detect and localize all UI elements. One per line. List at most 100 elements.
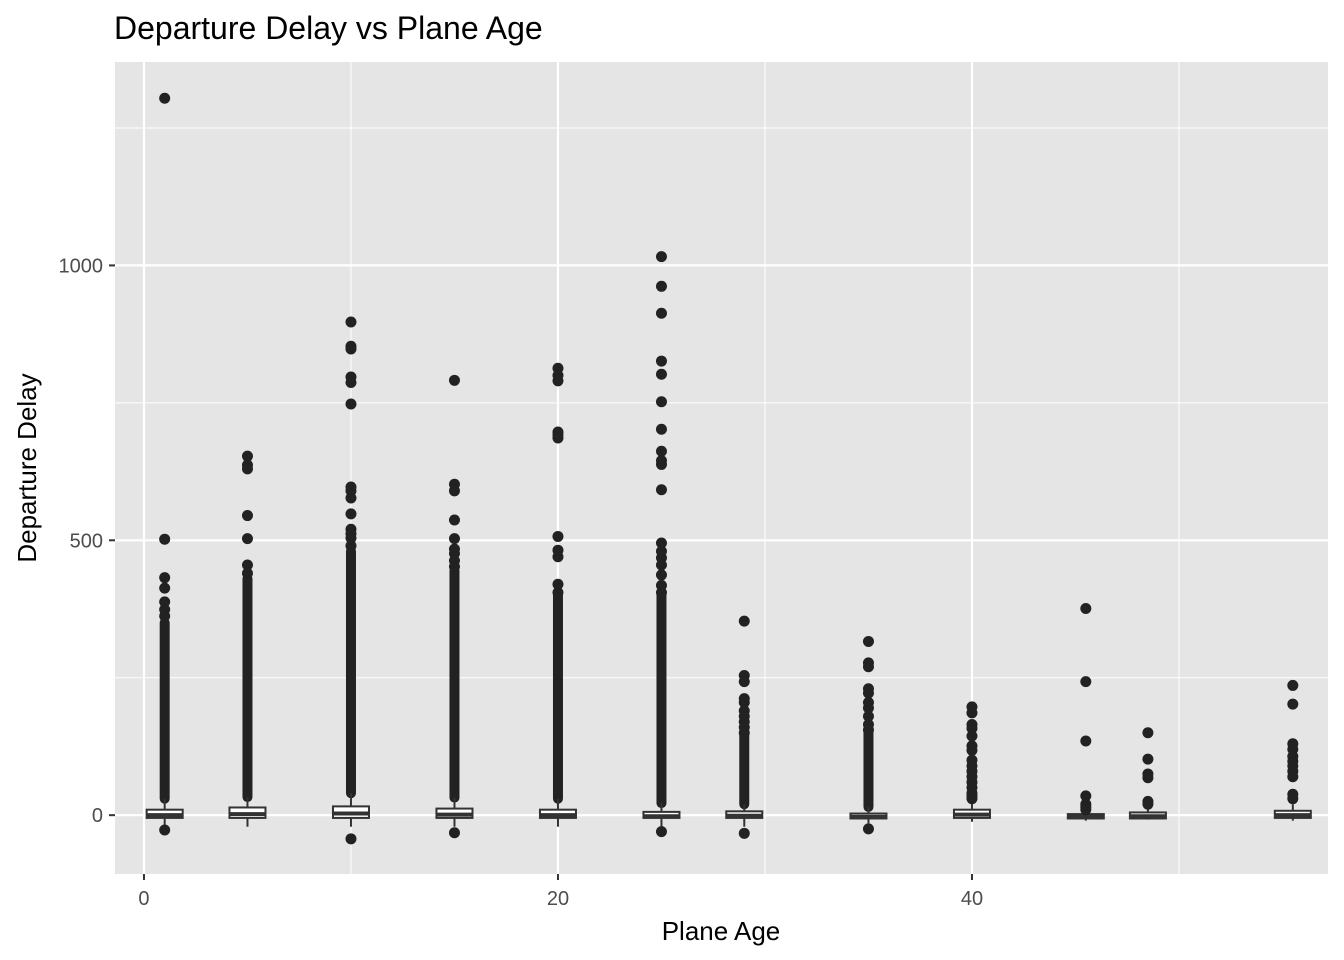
y-tick-label: 1000 [59, 255, 104, 277]
boxes-layer [145, 92, 1312, 845]
x-tick-label: 40 [961, 888, 983, 910]
x-tick-label: 0 [138, 888, 149, 910]
dense-outlier-band [449, 565, 460, 803]
outlier-point [345, 377, 357, 389]
outlier-point [655, 458, 667, 470]
outlier-point [448, 485, 460, 497]
outlier-point [241, 463, 253, 475]
outlier-point [966, 730, 978, 742]
outlier-point [241, 450, 253, 462]
outlier-point [345, 532, 357, 544]
outlier-point [966, 722, 978, 734]
x-axis-title: Plane Age [662, 916, 781, 946]
box-group [435, 374, 474, 839]
outlier-point [1080, 804, 1092, 816]
outlier-point [1287, 793, 1299, 805]
outlier-point [738, 727, 750, 739]
outlier-point [655, 355, 667, 367]
outlier-point [345, 343, 357, 355]
outlier-point [552, 375, 564, 387]
outlier-point [1142, 798, 1154, 810]
outlier-point [655, 445, 667, 457]
dense-outlier-band [739, 730, 750, 810]
dense-outlier-band [552, 590, 563, 804]
outlier-point [345, 316, 357, 328]
outlier-point [1287, 698, 1299, 710]
outlier-point [552, 578, 564, 590]
plot-panel [115, 62, 1328, 874]
outlier-point [655, 251, 667, 263]
box-group [1066, 602, 1105, 821]
outlier-point [655, 559, 667, 571]
box-group [725, 615, 764, 839]
outlier-point [552, 551, 564, 563]
outlier-point [966, 744, 978, 756]
outlier-point [345, 508, 357, 520]
outlier-point [655, 537, 667, 549]
outlier-point [862, 702, 874, 714]
outlier-point [448, 374, 460, 386]
y-tick-label: 500 [70, 530, 103, 552]
box-group [538, 362, 577, 827]
outlier-point [1142, 727, 1154, 739]
outlier-point [159, 572, 171, 584]
outlier-point [655, 826, 667, 838]
minor-gridlines [115, 62, 1328, 874]
outlier-point [552, 432, 564, 444]
outlier-point [655, 307, 667, 319]
outlier-point [345, 492, 357, 504]
outlier-point [655, 368, 667, 380]
outlier-point [1080, 735, 1092, 747]
outlier-point [1080, 676, 1092, 688]
outlier-point [159, 610, 171, 622]
dense-outlier-band [863, 727, 874, 812]
tick-labels: 0 20 40 0 500 1000 [59, 255, 984, 910]
outlier-point [159, 533, 171, 545]
outlier-point [345, 398, 357, 410]
outlier-point [862, 635, 874, 647]
box-group [228, 450, 267, 827]
y-axis-title: Departure Delay [12, 373, 42, 562]
outlier-point [862, 661, 874, 673]
box-group [331, 316, 370, 845]
outlier-point [655, 396, 667, 408]
outlier-point [241, 533, 253, 545]
outlier-point [552, 587, 564, 599]
outlier-point [448, 514, 460, 526]
outlier-point [738, 696, 750, 708]
dense-outlier-band [345, 546, 356, 799]
outlier-point [241, 567, 253, 579]
outlier-point [655, 484, 667, 496]
box-group [1273, 679, 1312, 821]
outlier-point [1080, 602, 1092, 614]
outlier-point [1142, 753, 1154, 765]
outlier-point [159, 596, 171, 608]
outlier-point [241, 510, 253, 522]
outlier-point [966, 707, 978, 719]
outlier-point [738, 827, 750, 839]
outlier-point [655, 587, 667, 599]
outlier-point [448, 827, 460, 839]
outlier-point [862, 710, 874, 722]
outlier-point [862, 687, 874, 699]
outlier-point [862, 724, 874, 736]
outlier-point [159, 92, 171, 104]
outlier-point [159, 582, 171, 594]
box-group [849, 635, 888, 835]
outlier-point [655, 423, 667, 435]
outlier-point [448, 561, 460, 573]
outlier-point [966, 793, 978, 805]
x-tick-label: 20 [547, 888, 569, 910]
outlier-point [738, 615, 750, 627]
dense-outlier-band [242, 573, 253, 803]
outlier-point [1142, 772, 1154, 784]
outlier-point [552, 530, 564, 542]
box-group [145, 92, 184, 836]
y-tick-label: 0 [92, 805, 103, 827]
outlier-point [345, 833, 357, 845]
outlier-point [655, 280, 667, 292]
dense-outlier-band [159, 617, 170, 804]
chart-title: Departure Delay vs Plane Age [114, 10, 543, 46]
outlier-point [655, 569, 667, 581]
